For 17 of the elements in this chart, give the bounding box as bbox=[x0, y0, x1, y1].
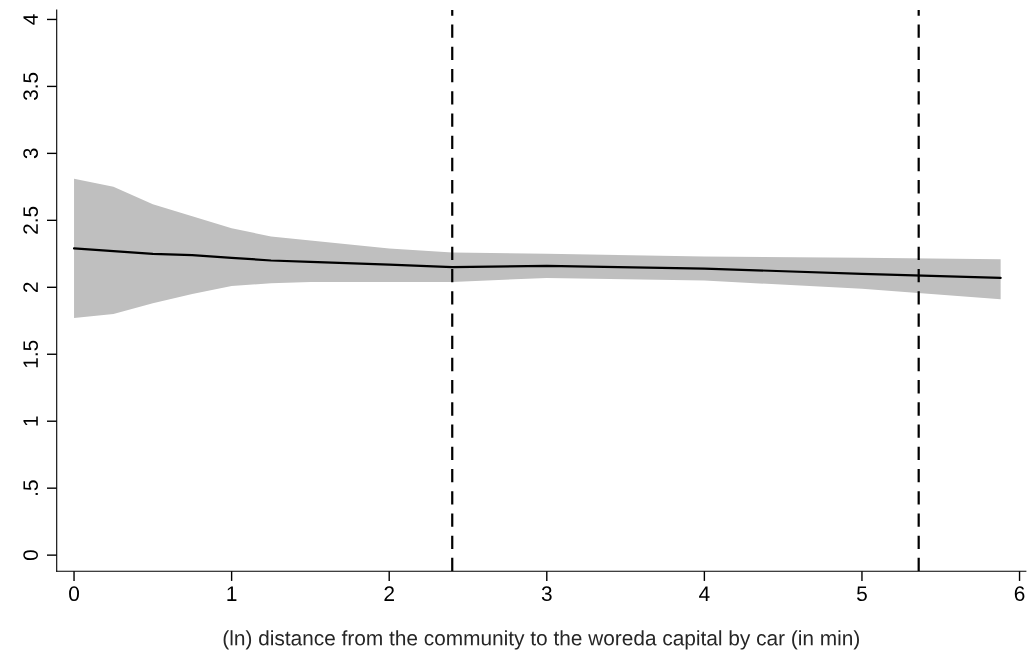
y-tick-label: 1 bbox=[23, 416, 38, 426]
x-tick-label: 5 bbox=[857, 586, 867, 602]
y-tick-label: 2.5 bbox=[23, 206, 38, 234]
y-tick-label: 1.5 bbox=[23, 340, 38, 368]
y-tick-label: 2 bbox=[23, 282, 38, 293]
y-tick-label: 3.5 bbox=[23, 72, 38, 101]
x-tick-label: 3 bbox=[541, 586, 552, 602]
x-tick-label: 0 bbox=[69, 586, 80, 602]
x-tick-label: 2 bbox=[384, 586, 394, 601]
y-tick-label: 4 bbox=[23, 14, 38, 25]
x-tick-label: 4 bbox=[699, 586, 710, 601]
x-tick-label: 1 bbox=[227, 586, 237, 601]
x-tick-label: 6 bbox=[1014, 586, 1025, 602]
y-tick-label: 0 bbox=[23, 550, 38, 561]
y-tick-label: .5 bbox=[23, 480, 38, 495]
y-tick-label: 3 bbox=[23, 148, 38, 159]
x-axis-title: (ln) distance from the community to the woreda capital by car (in min) bbox=[223, 630, 859, 650]
